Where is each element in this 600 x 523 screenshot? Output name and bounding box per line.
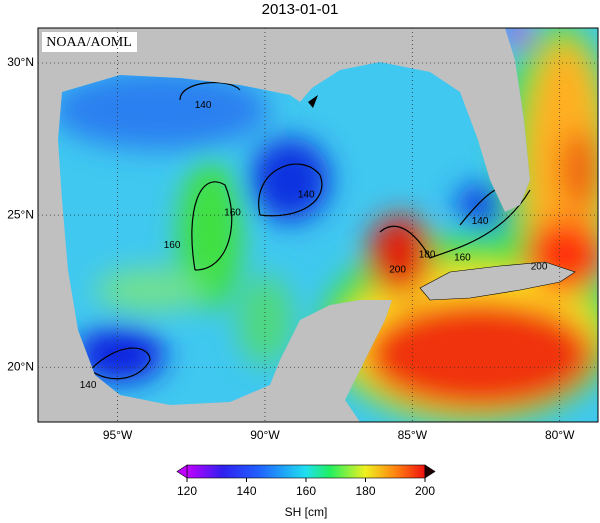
contour-label: 160 xyxy=(224,208,241,219)
contour-label: 140 xyxy=(80,380,97,391)
colorbar-label: SH [cm] xyxy=(285,505,328,519)
contour-label: 160 xyxy=(454,252,471,263)
contour-label: 140 xyxy=(195,100,212,111)
colorbar-high-arrow xyxy=(424,464,436,479)
contour-label: 140 xyxy=(298,190,315,201)
contour-label: 200 xyxy=(389,265,406,276)
contour-label: 180 xyxy=(419,249,436,260)
lat-tick-label: 20°N xyxy=(7,359,34,373)
station-marker xyxy=(308,95,318,108)
lon-tick-label: 95°W xyxy=(103,428,133,442)
colorbar-tick-label: 160 xyxy=(296,484,316,498)
colorbar-low-arrow xyxy=(176,464,188,479)
lat-tick-label: 30°N xyxy=(7,55,34,69)
contour-label: 140 xyxy=(472,216,489,227)
lon-tick-label: 90°W xyxy=(250,428,280,442)
colorbar xyxy=(186,464,426,479)
lon-tick-label: 85°W xyxy=(398,428,428,442)
contour-label: 200 xyxy=(531,261,548,272)
lat-tick-label: 25°N xyxy=(7,207,34,221)
colorbar-tick-label: 180 xyxy=(355,484,375,498)
watermark: NOAA/AOML xyxy=(46,35,132,50)
frame xyxy=(37,27,599,423)
colorbar-tick-label: 140 xyxy=(236,484,256,498)
watermark-box xyxy=(42,32,137,52)
colorbar-tick-label: 120 xyxy=(177,484,197,498)
lon-tick-label: 80°W xyxy=(545,428,575,442)
title: 2013-01-01 xyxy=(262,1,339,18)
cuba xyxy=(419,261,576,301)
colorbar-tick-label: 200 xyxy=(415,484,435,498)
contour-label: 160 xyxy=(164,240,181,251)
